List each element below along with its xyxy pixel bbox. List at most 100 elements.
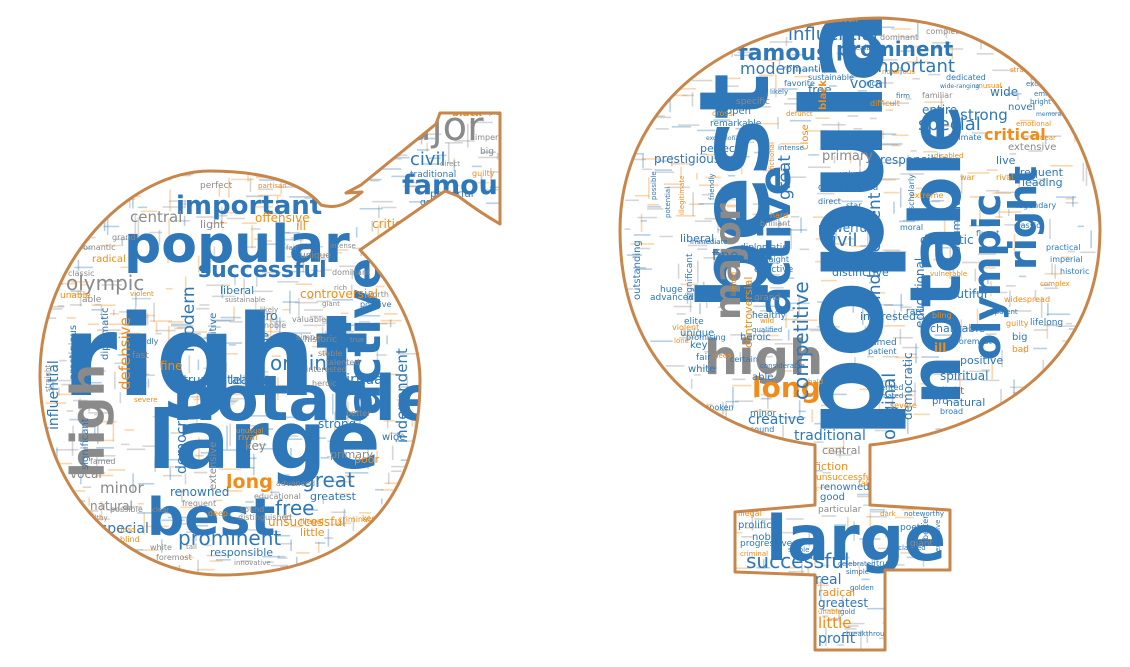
texture-stroke xyxy=(128,197,131,209)
texture-stroke xyxy=(1061,652,1084,654)
texture-stroke xyxy=(74,167,77,181)
texture-stroke xyxy=(837,121,840,135)
texture-stroke xyxy=(220,316,241,319)
texture-stroke xyxy=(731,38,733,58)
texture-stroke xyxy=(782,425,784,439)
word-unsuccessful: unsuccessful xyxy=(268,515,345,529)
word-olympic: olympic xyxy=(965,194,1009,360)
texture-stroke xyxy=(339,176,346,179)
texture-stroke xyxy=(643,477,655,479)
texture-stroke xyxy=(462,181,464,189)
texture-stroke xyxy=(741,536,753,538)
word-close: close xyxy=(800,124,811,150)
texture-stroke xyxy=(137,217,140,241)
texture-stroke xyxy=(956,213,959,236)
texture-stroke xyxy=(748,634,771,637)
texture-stroke xyxy=(877,179,896,181)
texture-stroke xyxy=(1040,296,1043,318)
texture-stroke xyxy=(55,557,72,560)
texture-stroke xyxy=(878,144,899,146)
texture-stroke xyxy=(734,300,743,302)
texture-stroke xyxy=(269,312,272,337)
texture-stroke xyxy=(83,165,100,168)
texture-stroke xyxy=(626,143,629,158)
texture-stroke xyxy=(731,430,733,440)
texture-stroke xyxy=(242,222,257,224)
texture-stroke xyxy=(332,480,343,483)
word-central: central xyxy=(822,444,860,457)
texture-stroke xyxy=(311,345,331,348)
word-leading: leading xyxy=(230,373,274,387)
texture-stroke xyxy=(266,336,284,339)
texture-stroke xyxy=(689,289,701,291)
texture-stroke xyxy=(93,421,96,441)
texture-stroke xyxy=(992,577,1014,580)
texture-stroke xyxy=(923,502,945,505)
texture-stroke xyxy=(57,305,65,307)
texture-stroke xyxy=(1041,284,1051,286)
texture-stroke xyxy=(823,326,832,328)
texture-stroke xyxy=(690,510,705,512)
texture-stroke xyxy=(679,337,696,339)
texture-stroke xyxy=(1033,347,1047,350)
texture-stroke xyxy=(771,595,786,598)
texture-stroke xyxy=(713,250,715,271)
word-golden: golden xyxy=(850,584,874,592)
texture-stroke xyxy=(1097,64,1100,67)
texture-stroke xyxy=(781,318,798,321)
word-special: special xyxy=(918,114,981,135)
word-straight: straight xyxy=(758,255,789,264)
texture-stroke xyxy=(233,393,255,396)
texture-stroke xyxy=(1068,582,1071,595)
texture-stroke xyxy=(207,135,210,144)
texture-stroke xyxy=(682,94,694,97)
texture-stroke xyxy=(961,261,980,264)
word-complete: complete xyxy=(926,27,963,36)
word-light: light xyxy=(942,386,964,397)
texture-stroke xyxy=(81,512,89,515)
texture-stroke xyxy=(974,268,977,282)
texture-stroke xyxy=(299,245,323,248)
texture-stroke xyxy=(622,288,634,290)
texture-stroke xyxy=(663,593,673,595)
texture-stroke xyxy=(422,351,436,353)
word-gold: gold xyxy=(840,608,855,616)
texture-stroke xyxy=(168,321,184,323)
word-able: able xyxy=(752,372,773,383)
texture-stroke xyxy=(186,331,208,333)
word-unable: unable xyxy=(818,608,842,616)
texture-stroke xyxy=(399,126,401,136)
texture-stroke xyxy=(396,399,406,401)
texture-stroke xyxy=(763,274,780,276)
word-guilty: guilty xyxy=(1006,319,1029,328)
texture-stroke xyxy=(1093,491,1100,494)
texture-stroke xyxy=(732,378,746,381)
texture-stroke xyxy=(1023,346,1026,354)
texture-stroke xyxy=(443,569,445,575)
texture-stroke xyxy=(737,155,750,158)
texture-stroke xyxy=(935,428,942,430)
word-independent: independent xyxy=(865,192,885,300)
texture-stroke xyxy=(58,379,75,382)
word-better: better xyxy=(921,515,930,540)
texture-stroke xyxy=(936,243,960,246)
texture-stroke xyxy=(673,305,692,308)
texture-stroke xyxy=(168,218,170,243)
texture-stroke xyxy=(239,120,262,123)
texture-stroke xyxy=(174,490,186,493)
texture-stroke xyxy=(365,409,372,412)
texture-stroke xyxy=(860,630,862,650)
texture-stroke xyxy=(71,441,74,456)
texture-stroke xyxy=(841,595,844,612)
texture-stroke xyxy=(854,357,856,377)
texture-stroke xyxy=(988,219,997,222)
texture-stroke xyxy=(253,453,255,476)
texture-stroke xyxy=(754,518,774,520)
texture-stroke xyxy=(192,337,207,340)
word-fine: fine xyxy=(160,359,183,373)
texture-stroke xyxy=(195,526,197,542)
texture-stroke xyxy=(203,367,210,370)
texture-stroke xyxy=(822,234,824,242)
word-grand: grand xyxy=(754,293,780,303)
texture-stroke xyxy=(710,632,729,634)
